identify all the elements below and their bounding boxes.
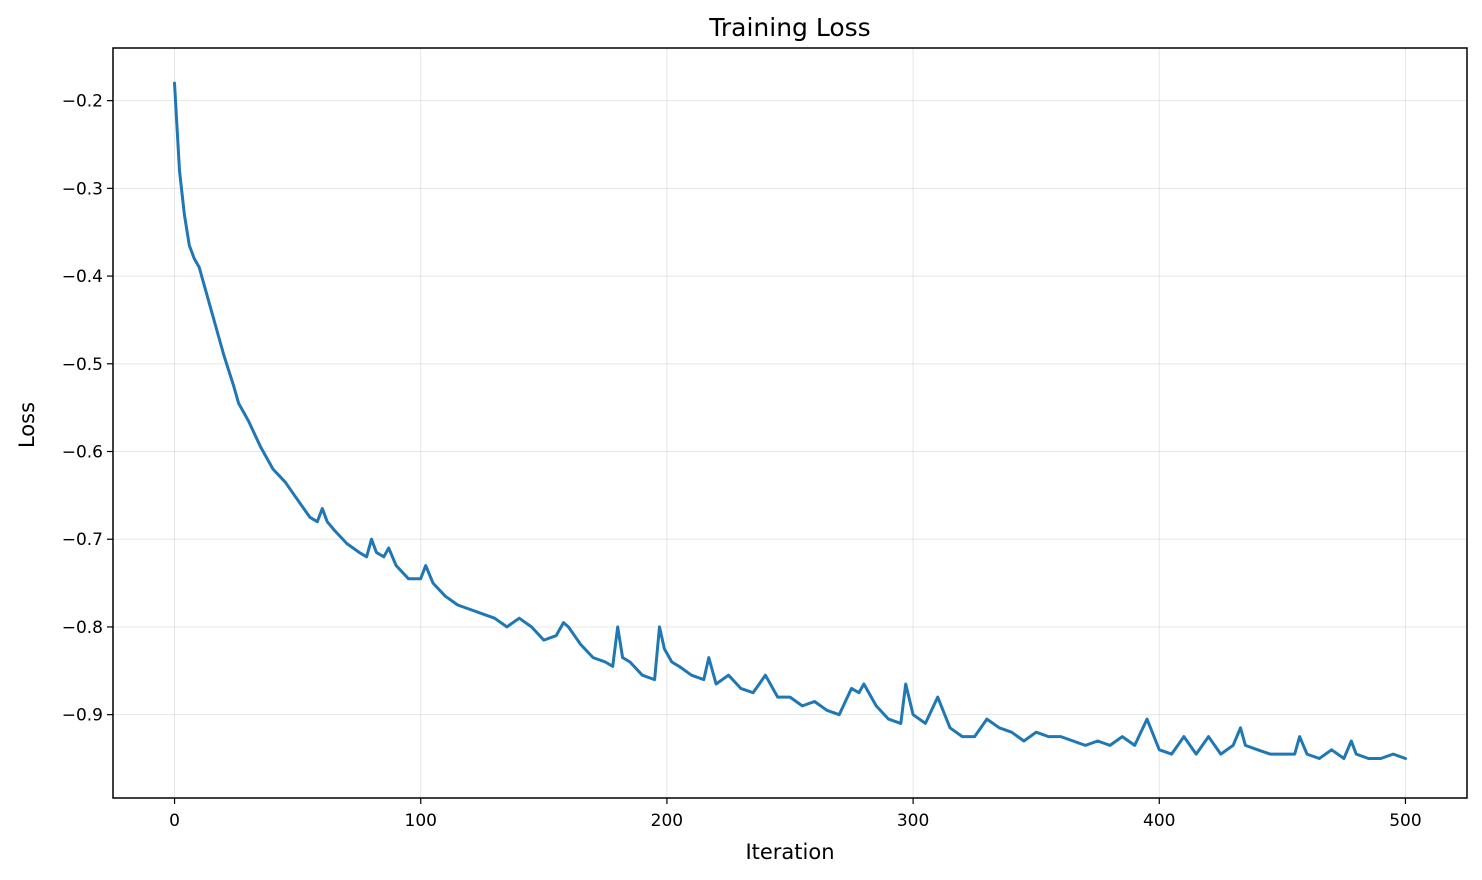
y-tick-label: −0.7 [62, 530, 103, 550]
x-tick-label: 500 [1389, 811, 1421, 831]
y-axis: −0.9 −0.8 −0.7 −0.6 −0.5 −0.4 −0.3 −0.2 [62, 92, 113, 726]
y-axis-label: Loss [15, 402, 39, 448]
x-tick-label: 200 [651, 811, 683, 831]
x-tick-label: 300 [897, 811, 929, 831]
loss-series-line [173, 81, 1407, 760]
plot-frame [112, 47, 1468, 799]
x-tick-label: 0 [169, 811, 180, 831]
x-axis: 0 100 200 300 400 500 [169, 798, 1422, 831]
y-tick-label: −0.5 [62, 355, 103, 375]
x-tick-label: 100 [405, 811, 437, 831]
x-tick-label: 400 [1143, 811, 1175, 831]
x-axis-label: Iteration [745, 840, 834, 864]
y-tick-label: −0.9 [62, 706, 103, 726]
series-layer [173, 81, 1407, 760]
y-tick-label: −0.6 [62, 443, 103, 463]
y-tick-label: −0.3 [62, 179, 103, 199]
y-tick-label: −0.4 [62, 267, 103, 287]
chart-title: Training Loss [708, 13, 870, 42]
y-tick-label: −0.8 [62, 618, 103, 638]
grid [113, 48, 1467, 798]
y-tick-label: −0.2 [62, 92, 103, 112]
